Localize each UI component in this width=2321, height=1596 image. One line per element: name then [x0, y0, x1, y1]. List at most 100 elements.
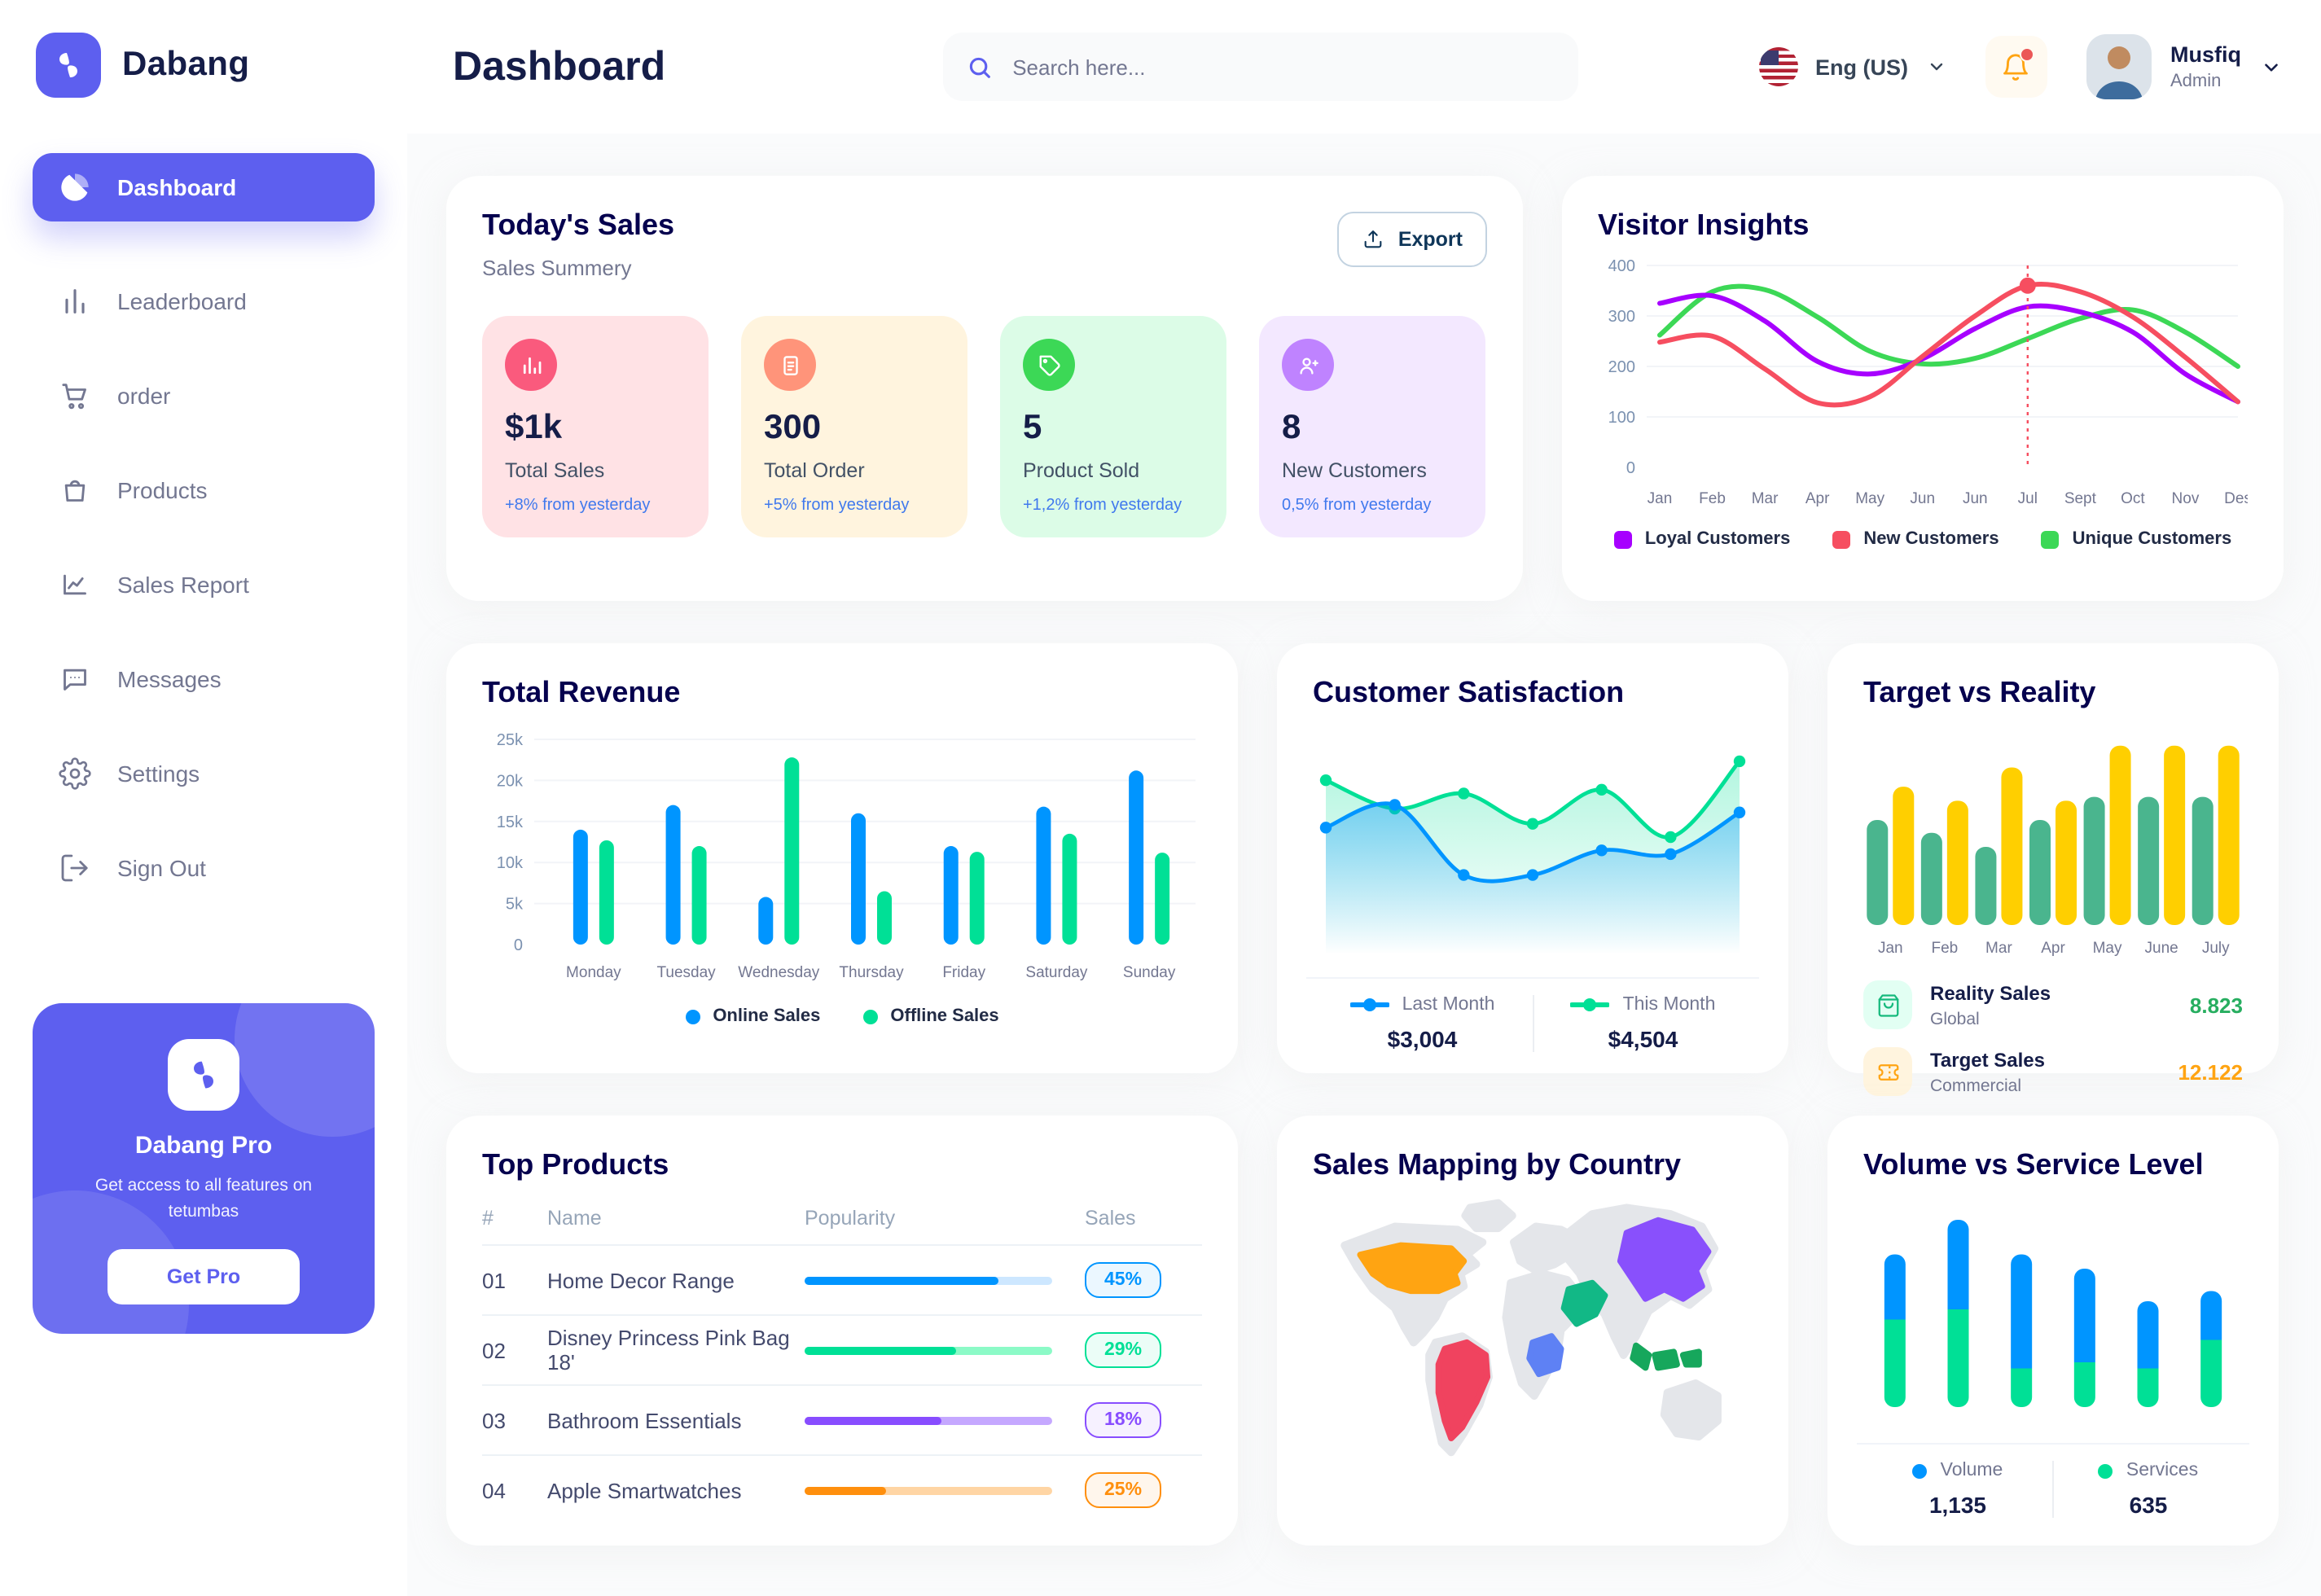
- sales-badge: 18%: [1085, 1402, 1162, 1438]
- volume-service-legend: Volume 1,135 Services 635: [1863, 1461, 2243, 1518]
- target-vs-reality-title: Target vs Reality: [1863, 676, 2096, 708]
- promo-logo-icon: [168, 1039, 239, 1111]
- total-revenue-card: Total Revenue 0 5k 10k 15k 20k 25k Monday Tuesd…: [446, 643, 1238, 1073]
- export-button[interactable]: Export: [1337, 212, 1487, 267]
- sidebar-item-products[interactable]: Products: [33, 456, 375, 524]
- top-products-table: # Name Popularity Sales 01 Home Decor Range 45…: [482, 1192, 1202, 1524]
- table-row-apple-smartwatches: 04 Apple Smartwatches 25%: [482, 1456, 1202, 1524]
- search-input[interactable]: [1009, 53, 1555, 81]
- sidebar-item-sign-out[interactable]: Sign Out: [33, 834, 375, 902]
- row-num: 01: [482, 1268, 506, 1292]
- stat-card-total-sales: $1k Total Sales +8% from yesterday: [482, 316, 709, 537]
- map-indonesia: [1630, 1342, 1702, 1371]
- sales-badge: 45%: [1085, 1262, 1162, 1298]
- volume-service-chart: [1863, 1189, 2243, 1427]
- gear-icon: [59, 757, 91, 790]
- sales-badge: 25%: [1085, 1472, 1162, 1508]
- promo-description: Get access to all features on tetumbas: [94, 1176, 313, 1222]
- sidebar-item-sales-report[interactable]: Sales Report: [33, 550, 375, 619]
- stat-delta: 0,5% from yesterday: [1282, 497, 1432, 515]
- chart-icon: [505, 339, 557, 391]
- svg-text:300: 300: [1608, 308, 1635, 326]
- legend-total: 1,135: [1928, 1492, 1987, 1518]
- map-dr-congo: [1526, 1333, 1564, 1378]
- total-revenue-chart: 0 5k 10k 15k 20k 25k Monday Tuesday Wednesday Thu…: [482, 720, 1202, 1000]
- svg-text:0: 0: [514, 936, 523, 954]
- stat-label: New Customers: [1282, 459, 1427, 482]
- bag2-icon: [1863, 980, 1912, 1029]
- sidebar-item-order[interactable]: order: [33, 362, 375, 430]
- stat-delta: +5% from yesterday: [764, 497, 910, 515]
- svg-text:400: 400: [1608, 257, 1635, 275]
- map-greenland: [1461, 1199, 1516, 1233]
- line-icon: [59, 568, 91, 601]
- cart-icon: [59, 379, 91, 412]
- stat-delta: +1,2% from yesterday: [1023, 497, 1182, 515]
- notification-dot: [2019, 47, 2034, 62]
- ticket-icon: [1863, 1047, 1912, 1096]
- user-chevron-down-icon: [2261, 56, 2282, 77]
- sidebar-item-dashboard[interactable]: Dashboard: [33, 153, 375, 221]
- legend-value: 8.823: [2189, 993, 2243, 1017]
- legend-total: $3,004: [1387, 1026, 1458, 1052]
- legend-online-sales: Online Sales: [685, 1006, 820, 1026]
- svg-text:Saturday: Saturday: [1025, 964, 1088, 981]
- svg-text:Nov: Nov: [2172, 490, 2200, 507]
- popularity-bar: [805, 1276, 1052, 1284]
- svg-text:Mar: Mar: [1985, 940, 2012, 957]
- top-products-title: Top Products: [482, 1148, 669, 1181]
- svg-text:20k: 20k: [497, 772, 524, 790]
- legend-services: Services 635: [2052, 1461, 2243, 1518]
- svg-text:Wednesday: Wednesday: [738, 964, 819, 981]
- search-bar[interactable]: [942, 33, 1578, 101]
- svg-text:Thursday: Thursday: [839, 964, 904, 981]
- svg-text:Tuesday: Tuesday: [656, 964, 716, 981]
- product-name: Apple Smartwatches: [547, 1478, 742, 1502]
- brand-name: Dabang: [122, 46, 250, 83]
- todays-sales-card: Today's Sales Sales Summery Export $1k To…: [446, 176, 1523, 601]
- sidebar-item-leaderboard[interactable]: Leaderboard: [33, 267, 375, 335]
- notifications-button[interactable]: [1985, 36, 2047, 98]
- customer-satisfaction-card: Customer Satisfaction Last Month $3,004 Th…: [1277, 643, 1788, 1073]
- avatar: [2086, 34, 2151, 99]
- content: Today's Sales Sales Summery Export $1k To…: [407, 134, 2321, 1596]
- user-role: Admin: [2170, 72, 2222, 91]
- svg-text:25k: 25k: [497, 731, 524, 749]
- svg-text:May: May: [1855, 490, 1884, 507]
- tag-icon: [1023, 339, 1075, 391]
- language-label: Eng (US): [1815, 55, 1908, 79]
- map-saudi-arabia: [1560, 1279, 1608, 1327]
- stat-label: Product Sold: [1023, 459, 1140, 482]
- svg-text:Jan: Jan: [1878, 940, 1903, 957]
- stat-value: 5: [1023, 409, 1042, 446]
- svg-text:Jun: Jun: [1910, 490, 1935, 507]
- promo-card: Dabang Pro Get access to all features on…: [33, 1003, 375, 1334]
- legend-value: 12.122: [2178, 1059, 2243, 1084]
- svg-text:Feb: Feb: [1931, 940, 1958, 957]
- sidebar-item-settings[interactable]: Settings: [33, 739, 375, 808]
- customer-satisfaction-chart: [1313, 723, 1753, 961]
- sidebar-item-messages[interactable]: Messages: [33, 645, 375, 713]
- legend-new-customers: New Customers: [1832, 529, 1999, 549]
- svg-text:Apr: Apr: [2041, 940, 2065, 957]
- language-selector[interactable]: Eng (US): [1758, 47, 1946, 86]
- brand-logo-icon: [36, 33, 101, 98]
- svg-text:15k: 15k: [497, 813, 524, 831]
- stat-value: $1k: [505, 409, 563, 446]
- get-pro-button[interactable]: Get Pro: [107, 1248, 300, 1304]
- popularity-bar: [805, 1346, 1052, 1354]
- legend-unique-customers: Unique Customers: [2041, 529, 2231, 549]
- visitor-insights-title: Visitor Insights: [1598, 208, 1810, 241]
- customer-satisfaction-legend: Last Month $3,004 This Month $4,504: [1313, 995, 1753, 1052]
- svg-text:Jun: Jun: [1963, 490, 1988, 507]
- table-row-home-decor-range: 01 Home Decor Range 45%: [482, 1246, 1202, 1316]
- product-name: Bathroom Essentials: [547, 1408, 742, 1432]
- stat-card-product-sold: 5 Product Sold +1,2% from yesterday: [1000, 316, 1226, 537]
- stat-card-new-customers: 8 New Customers 0,5% from yesterday: [1259, 316, 1485, 537]
- export-icon: [1362, 228, 1385, 251]
- user-menu[interactable]: Musfiq Admin: [2086, 34, 2282, 99]
- total-revenue-legend: Online Sales Offline Sales: [482, 1006, 1202, 1026]
- legend-this-month: This Month $4,504: [1532, 995, 1753, 1052]
- stat-card-total-order: 300 Total Order +5% from yesterday: [741, 316, 967, 537]
